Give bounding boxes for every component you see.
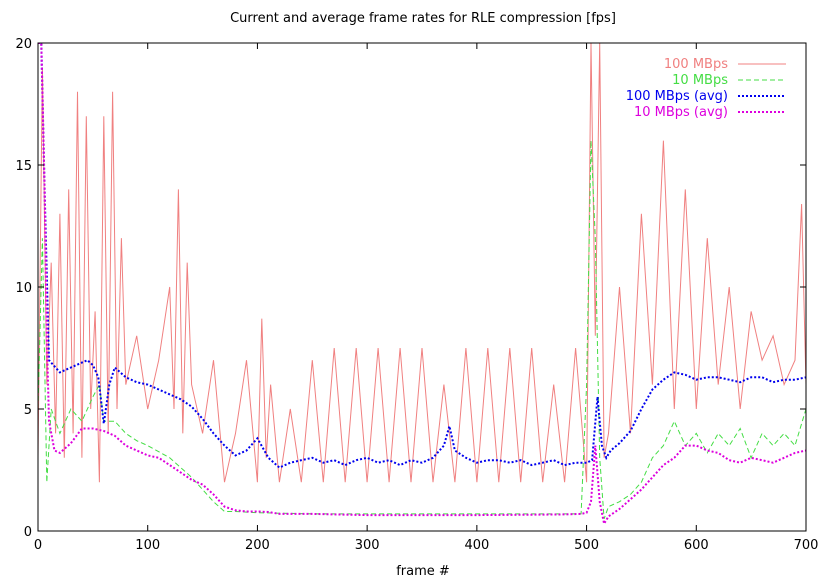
series-line-3 [38,43,806,469]
x-axis-label: frame # [396,564,450,579]
x-tick-label: 700 [794,538,819,553]
y-tick-label: 5 [24,403,32,418]
legend-label: 100 MBps (avg) [626,89,728,104]
x-tick-label: 200 [245,538,270,553]
x-tick-label: 0 [34,538,42,553]
legend-label: 10 MBps (avg) [634,105,728,120]
series-line-1 [38,43,806,483]
series-line-2 [38,140,806,519]
y-tick-label: 20 [15,37,32,52]
y-tick-label: 15 [15,159,32,174]
legend-label: 10 MBps [672,73,728,88]
chart-title: Current and average frame rates for RLE … [230,11,616,26]
x-tick-label: 300 [355,538,380,553]
series-line-4 [38,43,806,527]
x-tick-label: 100 [135,538,160,553]
y-tick-label: 0 [24,525,32,540]
y-tick-label: 10 [15,281,32,296]
plot-lines [38,43,806,527]
axis-ticks: 0 100 200 300 400 500 600 700 0 5 10 15 20 [15,37,818,553]
x-tick-label: 400 [464,538,489,553]
x-tick-label: 600 [684,538,709,553]
legend-label: 100 MBps [664,57,728,72]
x-tick-label: 500 [574,538,599,553]
